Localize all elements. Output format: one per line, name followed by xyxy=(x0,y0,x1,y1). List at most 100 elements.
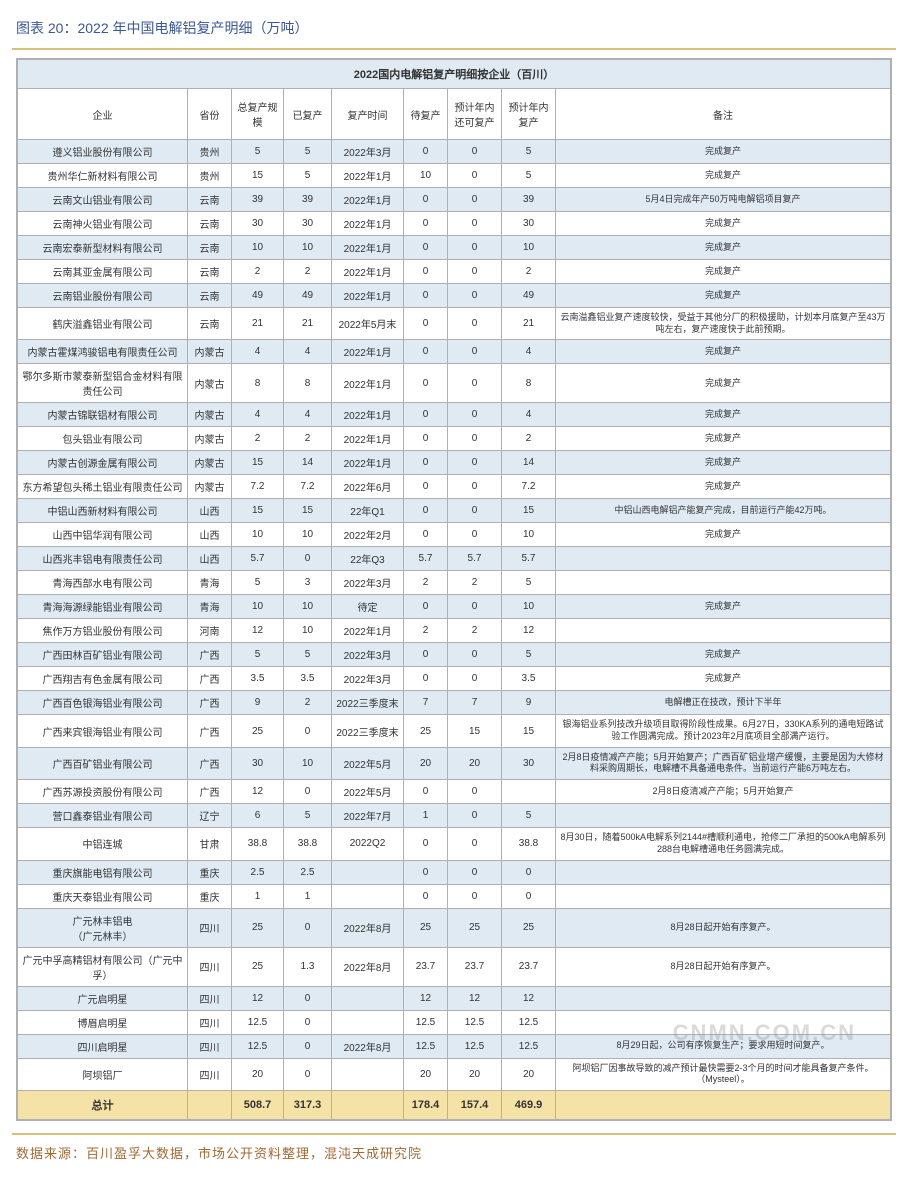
table-cell: 5.7 xyxy=(404,547,448,571)
table-cell: 完成复产 xyxy=(556,643,891,667)
table-cell: 5 xyxy=(232,571,284,595)
table-cell: 15 xyxy=(502,499,556,523)
table-cell: 3.5 xyxy=(502,667,556,691)
table-cell: 青海 xyxy=(188,595,232,619)
table-row: 遵义铝业股份有限公司贵州552022年3月005完成复产 xyxy=(18,140,891,164)
table-cell: 5 xyxy=(284,804,332,828)
table-cell: 2 xyxy=(232,260,284,284)
table-cell: 内蒙古创源金属有限公司 xyxy=(18,451,188,475)
table-cell: 30 xyxy=(284,212,332,236)
table-cell: 广元林丰铝电（广元林丰） xyxy=(18,908,188,947)
table-cell: 25 xyxy=(448,908,502,947)
column-header: 预计年内复产 xyxy=(502,89,556,140)
table-row: 云南其亚金属有限公司云南222022年1月002完成复产 xyxy=(18,260,891,284)
table-cell: 贵州 xyxy=(188,140,232,164)
table-cell: 0 xyxy=(404,595,448,619)
table-cell: 12.5 xyxy=(502,1010,556,1034)
table-cell xyxy=(332,1058,404,1090)
table-cell: 内蒙古 xyxy=(188,364,232,403)
table-cell: 21 xyxy=(232,308,284,340)
table-cell: 0 xyxy=(448,236,502,260)
table-cell: 0 xyxy=(404,475,448,499)
table-body: 遵义铝业股份有限公司贵州552022年3月005完成复产贵州华仁新材料有限公司贵… xyxy=(18,140,891,1091)
table-cell: 2022年6月 xyxy=(332,475,404,499)
table-row: 博眉启明星四川12.5012.512.512.5 xyxy=(18,1010,891,1034)
table-cell: 0 xyxy=(448,499,502,523)
table-row: 中铝山西新材料有限公司山西151522年Q10015中铝山西电解铝产能复产完成，… xyxy=(18,499,891,523)
table-cell: 广西百矿铝业有限公司 xyxy=(18,747,188,779)
table-cell: 包头铝业有限公司 xyxy=(18,427,188,451)
table-cell: 3.5 xyxy=(232,667,284,691)
table-cell: 8 xyxy=(284,364,332,403)
table-cell: 0 xyxy=(448,828,502,860)
table-cell: 河南 xyxy=(188,619,232,643)
table-cell: 10 xyxy=(284,595,332,619)
table-row: 广元中孚高精铝材有限公司（广元中孚）四川251.32022年8月23.723.7… xyxy=(18,947,891,986)
table-cell: 内蒙古 xyxy=(188,451,232,475)
table-cell: 0 xyxy=(404,260,448,284)
table-row: 广西苏源投资股份有限公司广西1202022年5月002月8日疫清减产产能；5月开… xyxy=(18,780,891,804)
table-cell: 5 xyxy=(502,643,556,667)
table-cell: 0 xyxy=(404,780,448,804)
table-cell: 22年Q1 xyxy=(332,499,404,523)
table-cell: 青海西部水电有限公司 xyxy=(18,571,188,595)
table-cell: 山西中铝华润有限公司 xyxy=(18,523,188,547)
table-cell: 0 xyxy=(448,427,502,451)
table-cell: 0 xyxy=(448,340,502,364)
table-cell: 30 xyxy=(502,747,556,779)
table-cell: 2022年1月 xyxy=(332,188,404,212)
table-cell: 完成复产 xyxy=(556,340,891,364)
table-cell: 2 xyxy=(448,619,502,643)
table-cell: 12 xyxy=(232,619,284,643)
table-cell: 山西 xyxy=(188,523,232,547)
table-cell: 0 xyxy=(448,308,502,340)
table-cell: 2.5 xyxy=(284,860,332,884)
table-cell: 10 xyxy=(502,595,556,619)
table-row: 云南铝业股份有限公司云南49492022年1月0049完成复产 xyxy=(18,284,891,308)
table-cell: 内蒙古霍煤鸿骏铝电有限责任公司 xyxy=(18,340,188,364)
table-cell: 0 xyxy=(448,884,502,908)
table-cell: 完成复产 xyxy=(556,595,891,619)
table-cell: 25 xyxy=(232,947,284,986)
table-cell: 0 xyxy=(404,499,448,523)
table-cell: 38.8 xyxy=(284,828,332,860)
table-cell: 银海铝业系列技改升级项目取得阶段性成果。6月27日，330KA系列的通电短路试验… xyxy=(556,715,891,747)
table-cell: 25 xyxy=(404,908,448,947)
table-row: 鄂尔多斯市蒙泰新型铝合金材料有限责任公司内蒙古882022年1月008完成复产 xyxy=(18,364,891,403)
table-cell: 23.7 xyxy=(502,947,556,986)
table-row: 包头铝业有限公司内蒙古222022年1月002完成复产 xyxy=(18,427,891,451)
table-cell: 15 xyxy=(232,451,284,475)
table-cell: 贵州 xyxy=(188,164,232,188)
chart-title: 图表 20：2022 年中国电解铝复产明细（万吨） xyxy=(12,12,896,50)
table-cell: 完成复产 xyxy=(556,403,891,427)
table-cell: 2 xyxy=(502,260,556,284)
table-cell: 0 xyxy=(448,164,502,188)
table-cell: 2022年8月 xyxy=(332,1034,404,1058)
table-cell: 2022年1月 xyxy=(332,236,404,260)
table-cell xyxy=(502,780,556,804)
table-cell: 20 xyxy=(448,747,502,779)
table-cell: 5月4日完成年产50万吨电解铝项目复产 xyxy=(556,188,891,212)
table-cell: 5.7 xyxy=(232,547,284,571)
table-cell: 6 xyxy=(232,804,284,828)
data-source: 数据来源：百川盈孚大数据，市场公开资料整理，混沌天成研究院 xyxy=(12,1133,896,1166)
table-cell: 0 xyxy=(404,364,448,403)
table-cell: 8 xyxy=(232,364,284,403)
table-cell: 2 xyxy=(404,571,448,595)
table-row: 营口鑫泰铝业有限公司辽宁652022年7月105 xyxy=(18,804,891,828)
column-header: 省份 xyxy=(188,89,232,140)
table-row: 山西中铝华润有限公司山西10102022年2月0010完成复产 xyxy=(18,523,891,547)
total-cell: 178.4 xyxy=(404,1090,448,1119)
table-cell: 山西 xyxy=(188,499,232,523)
table-cell: 云南 xyxy=(188,236,232,260)
table-cell: 广西 xyxy=(188,667,232,691)
table-cell: 0 xyxy=(404,427,448,451)
table-cell: 博眉启明星 xyxy=(18,1010,188,1034)
table-cell: 10 xyxy=(284,747,332,779)
table-cell: 2022年8月 xyxy=(332,947,404,986)
table-cell: 0 xyxy=(448,188,502,212)
table-cell: 2月8日疫情减产产能；5月开始复产；广西百矿铝业增产缓慢，主要是因为大修材料采购… xyxy=(556,747,891,779)
table-row: 山西兆丰铝电有限责任公司山西5.7022年Q35.75.75.7 xyxy=(18,547,891,571)
table-cell: 0 xyxy=(284,780,332,804)
table-cell: 12 xyxy=(404,986,448,1010)
